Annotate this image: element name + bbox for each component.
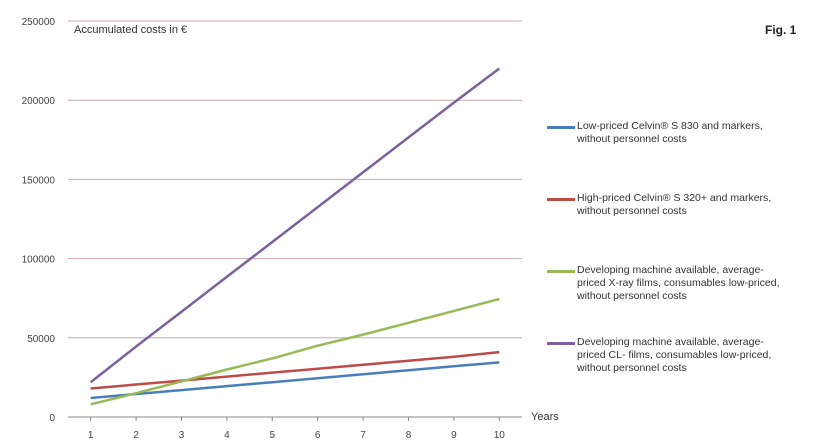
series-line-4 [89, 67, 501, 384]
x-tick-label: 4 [224, 430, 230, 441]
figure-label: Fig. 1 [765, 23, 797, 37]
legend-item-3: Developing machine available, average- p… [547, 264, 809, 336]
legend-label: Low-priced Celvin® S 830 and markers, wi… [577, 120, 763, 145]
y-tick-label: 200000 [22, 96, 56, 107]
y-tick-label: 50000 [27, 334, 55, 345]
legend-swatch [547, 342, 575, 345]
x-tick-label: 5 [270, 430, 276, 441]
legend-item-2: High-priced Celvin® S 320+ and markers, … [547, 192, 809, 264]
legend-label: High-priced Celvin® S 320+ and markers, … [577, 192, 772, 217]
x-tick-label: 6 [315, 430, 321, 441]
legend-swatch [547, 270, 575, 273]
series-line-3 [90, 297, 500, 406]
gridlines [68, 20, 522, 339]
legend-item-1: Low-priced Celvin® S 830 and markers, wi… [547, 120, 809, 192]
legend-label: Developing machine available, average- p… [577, 264, 780, 302]
legend-item-4: Developing machine available, average- p… [547, 336, 809, 408]
x-tick-label: 2 [133, 430, 139, 441]
y-tick-label: 100000 [22, 255, 56, 266]
x-tick-label: 8 [406, 430, 412, 441]
x-tick-label: 7 [360, 430, 366, 441]
series-line-2 [90, 350, 500, 390]
y-axis-title: Accumulated costs in € [74, 24, 187, 36]
legend-swatch [547, 126, 575, 129]
series-lines [89, 67, 501, 406]
y-tick-label: 250000 [22, 17, 56, 28]
series-line-1 [90, 361, 500, 400]
y-axis-ticks: 0 50000 100000 150000 200000 250000 [22, 17, 56, 424]
legend-swatch [547, 198, 575, 201]
legend-label: Developing machine available, average- p… [577, 336, 772, 374]
x-axis-ticks: 1 2 3 4 5 6 7 8 9 10 [88, 417, 505, 441]
y-tick-label: 150000 [22, 175, 56, 186]
x-axis-title: Years [531, 411, 559, 423]
x-tick-label: 9 [451, 430, 457, 441]
legend: Low-priced Celvin® S 830 and markers, wi… [547, 120, 809, 408]
y-tick-label: 0 [49, 413, 55, 424]
x-tick-label: 3 [179, 430, 185, 441]
x-tick-label: 10 [494, 430, 506, 441]
x-tick-label: 1 [88, 430, 94, 441]
